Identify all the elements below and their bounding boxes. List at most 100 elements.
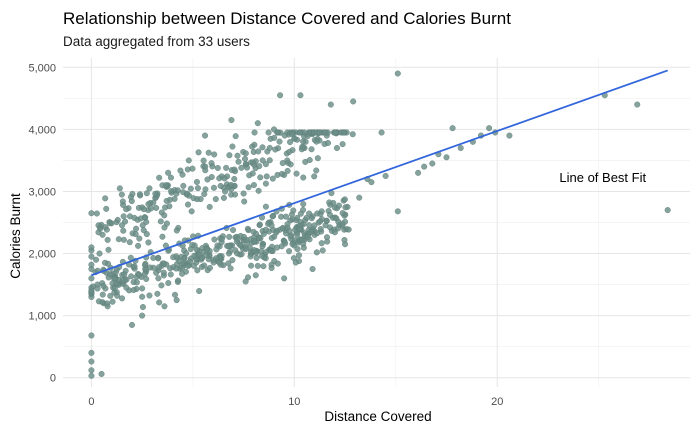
data-point bbox=[142, 214, 149, 221]
data-point bbox=[306, 157, 313, 164]
data-point bbox=[350, 98, 357, 105]
data-point bbox=[225, 250, 232, 257]
data-point bbox=[349, 131, 356, 138]
data-point bbox=[252, 272, 259, 279]
data-point bbox=[193, 178, 200, 185]
data-point bbox=[294, 246, 301, 253]
data-point bbox=[240, 233, 247, 240]
data-point bbox=[152, 190, 159, 197]
data-point bbox=[246, 172, 253, 179]
data-point bbox=[317, 218, 324, 225]
data-point bbox=[88, 244, 95, 251]
data-point bbox=[324, 238, 331, 245]
data-point bbox=[311, 173, 318, 180]
data-point bbox=[300, 138, 307, 145]
data-point bbox=[218, 235, 225, 242]
data-point bbox=[179, 171, 186, 178]
data-point bbox=[634, 101, 641, 108]
data-point bbox=[251, 129, 258, 136]
data-point bbox=[197, 196, 204, 203]
data-point bbox=[210, 184, 217, 191]
data-point bbox=[232, 247, 239, 254]
data-point bbox=[286, 227, 293, 234]
data-point bbox=[368, 179, 375, 186]
data-point bbox=[140, 206, 147, 213]
data-point bbox=[115, 236, 122, 243]
data-point bbox=[133, 279, 140, 286]
chart-title: Relationship between Distance Covered an… bbox=[63, 9, 511, 28]
data-point bbox=[297, 92, 304, 99]
data-point bbox=[214, 164, 221, 171]
data-point bbox=[235, 158, 242, 165]
data-point bbox=[196, 288, 203, 295]
data-point bbox=[175, 277, 182, 284]
data-point bbox=[102, 259, 109, 266]
data-point bbox=[106, 220, 113, 227]
data-point bbox=[202, 186, 209, 193]
data-point bbox=[486, 125, 493, 132]
data-point bbox=[664, 207, 671, 214]
data-point bbox=[116, 185, 123, 192]
data-point bbox=[129, 190, 136, 197]
data-point bbox=[158, 282, 165, 289]
data-point bbox=[213, 246, 220, 253]
data-point bbox=[195, 149, 202, 156]
data-point bbox=[221, 175, 228, 182]
y-tick-label: 0 bbox=[50, 373, 56, 385]
data-point bbox=[244, 164, 251, 171]
data-point bbox=[208, 160, 215, 167]
data-point bbox=[256, 221, 263, 228]
data-point bbox=[114, 216, 121, 223]
data-point bbox=[229, 143, 236, 150]
data-point bbox=[342, 204, 349, 211]
data-point bbox=[248, 262, 255, 269]
data-point bbox=[157, 218, 164, 225]
data-point bbox=[253, 254, 260, 261]
data-point bbox=[120, 213, 127, 220]
data-point bbox=[118, 191, 125, 198]
data-point bbox=[256, 235, 263, 242]
data-point bbox=[120, 227, 127, 234]
data-point bbox=[226, 233, 233, 240]
data-point bbox=[113, 280, 120, 287]
data-point bbox=[443, 154, 450, 161]
data-point bbox=[313, 249, 320, 256]
data-point bbox=[189, 242, 196, 249]
chart-subtitle: Data aggregated from 33 users bbox=[63, 34, 250, 49]
data-point bbox=[178, 264, 185, 271]
data-point bbox=[203, 246, 210, 253]
data-point bbox=[378, 129, 385, 136]
data-point bbox=[331, 229, 338, 236]
data-point bbox=[323, 217, 330, 224]
data-point bbox=[96, 250, 103, 257]
data-point bbox=[341, 237, 348, 244]
data-point bbox=[161, 303, 168, 310]
data-point bbox=[313, 167, 320, 174]
data-point bbox=[382, 172, 389, 179]
data-point bbox=[210, 259, 217, 266]
data-point bbox=[279, 224, 286, 231]
data-point bbox=[119, 295, 126, 302]
data-point bbox=[103, 205, 110, 212]
data-point bbox=[242, 155, 249, 162]
data-point bbox=[139, 304, 146, 311]
data-point bbox=[269, 175, 276, 182]
data-point bbox=[216, 259, 223, 266]
y-tick-label: 3,000 bbox=[28, 186, 56, 198]
data-point bbox=[128, 198, 135, 205]
data-point bbox=[104, 236, 111, 243]
data-point bbox=[211, 151, 218, 158]
data-point bbox=[268, 265, 275, 272]
data-point bbox=[241, 198, 248, 205]
data-point bbox=[139, 285, 146, 292]
data-point bbox=[327, 101, 334, 108]
data-point bbox=[128, 321, 135, 328]
data-point bbox=[211, 236, 218, 243]
data-point bbox=[262, 180, 269, 187]
data-point bbox=[340, 129, 347, 136]
data-point bbox=[345, 226, 352, 233]
data-point bbox=[394, 208, 401, 215]
data-point bbox=[231, 166, 238, 173]
data-point bbox=[185, 157, 192, 164]
data-point bbox=[300, 201, 307, 208]
